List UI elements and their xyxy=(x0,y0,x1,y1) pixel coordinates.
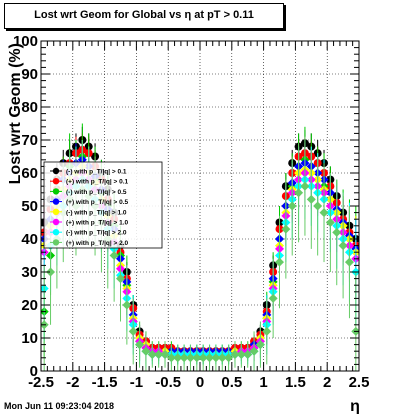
data-point xyxy=(300,181,310,191)
chart-title-box: Lost wrt Geom for Global vs η at pT > 0.… xyxy=(4,3,284,29)
data-point xyxy=(262,326,272,336)
data-point xyxy=(224,353,234,363)
data-point xyxy=(41,284,49,293)
data-point xyxy=(338,241,348,251)
x-tick-label: -0.5 xyxy=(155,374,181,391)
legend-marker xyxy=(52,178,60,185)
data-point xyxy=(173,353,183,363)
data-point xyxy=(116,274,125,284)
data-point xyxy=(306,194,316,204)
y-tick-label: 80 xyxy=(21,99,38,116)
x-tick-label: 1 xyxy=(259,374,267,391)
legend-label: (+) with p_T/|q| > 2.0 xyxy=(66,240,129,247)
y-tick-label: 60 xyxy=(21,165,38,182)
data-point xyxy=(160,350,170,359)
x-tick-label: -1.5 xyxy=(92,374,118,391)
y-tick-label: 0 xyxy=(30,363,38,380)
x-tick-label: -2.5 xyxy=(28,374,54,391)
data-point xyxy=(147,350,157,359)
tick-layer: -2.5 -2 -1.5 -1 -0.5 0 0.5 1 1.5 2 2.5 0 10 20 30 40 50 6… xyxy=(13,33,369,391)
data-point xyxy=(268,293,278,303)
data-point xyxy=(275,257,284,267)
data-point xyxy=(287,201,297,211)
data-point xyxy=(192,353,202,363)
data-point xyxy=(217,353,227,363)
y-tick-label: 90 xyxy=(21,66,38,83)
chart-title: Lost wrt Geom for Global vs η at pT > 0.… xyxy=(34,9,254,21)
legend-label: (-) with p_T/|q| > 0.1 xyxy=(66,169,127,176)
data-point xyxy=(205,353,215,363)
y-tick-label: 30 xyxy=(21,264,38,281)
legend-label: (-) with p_T/|q| > 1.0 xyxy=(66,209,127,216)
data-point xyxy=(141,346,151,356)
data-point xyxy=(154,350,164,359)
data-point xyxy=(319,208,329,218)
legend-label: (+) with p_T/|q| > 1.0 xyxy=(66,220,129,227)
data-point xyxy=(249,346,259,356)
data-point xyxy=(313,201,323,211)
legend-label: (+) with p_T/|q| > 0.1 xyxy=(66,179,129,186)
data-point xyxy=(344,257,354,267)
legend-label: (-) with p_T/|q| > 2.0 xyxy=(66,230,127,237)
legend-marker xyxy=(52,218,60,226)
data-point xyxy=(109,251,119,260)
timestamp: Mon Jun 11 09:23:04 2018 xyxy=(4,401,115,411)
x-tick-label: -2 xyxy=(66,374,79,391)
data-point xyxy=(281,224,291,234)
legend-marker xyxy=(52,229,60,236)
data-point xyxy=(166,353,176,363)
data-point xyxy=(185,353,195,363)
x-tick-label: 2 xyxy=(323,374,331,391)
data-point xyxy=(211,353,221,363)
y-axis-title: Lost wrt Geom (%) xyxy=(7,43,24,184)
data-point xyxy=(128,326,138,336)
legend: (-) with p_T/|q| > 0.1 (+) with p_T/|q| >… xyxy=(43,161,163,249)
legend-marker xyxy=(52,198,60,205)
data-point xyxy=(255,340,265,350)
x-tick-label: 0 xyxy=(196,374,204,391)
data-point xyxy=(122,300,132,310)
y-tick-label: 20 xyxy=(21,297,38,314)
legend-label: (-) with p_T/|q| > 0.5 xyxy=(66,189,127,196)
data-point xyxy=(294,188,304,198)
x-tick-label: 1.5 xyxy=(285,374,306,391)
y-tick-label: 50 xyxy=(21,198,38,215)
legend-marker xyxy=(52,208,60,215)
y-tick-label: 10 xyxy=(21,330,38,347)
data-point xyxy=(230,350,240,359)
x-tick-label: -1 xyxy=(130,374,143,391)
data-point xyxy=(332,227,342,237)
y-tick-label: 100 xyxy=(13,33,38,50)
data-point xyxy=(135,340,145,350)
data-point xyxy=(198,353,208,363)
legend-marker xyxy=(52,167,60,175)
legend-box xyxy=(43,161,163,249)
data-point xyxy=(325,218,335,227)
data-point xyxy=(46,267,56,277)
legend-marker xyxy=(52,239,60,246)
legend-label: (+) with p_T/|q| > 0.5 xyxy=(66,199,129,206)
data-point xyxy=(243,350,253,359)
x-tick-label: 0.5 xyxy=(221,374,242,391)
x-tick-label: 2.5 xyxy=(349,374,370,391)
data-point xyxy=(236,350,246,359)
legend-marker xyxy=(52,188,60,195)
data-point xyxy=(179,353,189,363)
x-axis-title: η xyxy=(350,398,360,414)
y-tick-label: 40 xyxy=(21,231,38,248)
y-tick-label: 70 xyxy=(21,132,38,149)
